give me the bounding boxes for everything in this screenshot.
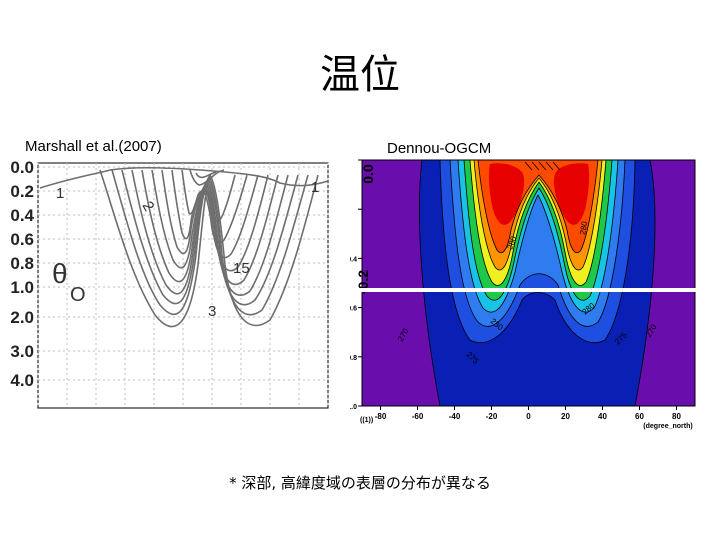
right-ytick-label: -1.0 — [350, 404, 357, 411]
left-ytick-label: 0.4 — [10, 206, 34, 225]
left-theta-symbol: θ — [52, 258, 68, 289]
slide-footnote: * 深部, 高緯度域の表層の分布が異なる — [229, 474, 491, 492]
left-chart-caption: Marshall et al.(2007) — [25, 138, 162, 155]
right-ytick-label: -0.6 — [350, 306, 357, 313]
left-ytick-label: 4.0 — [10, 371, 34, 390]
right-xtick-label: -20 — [486, 412, 498, 421]
left-contour-label-15: 15 — [233, 260, 250, 277]
slide-title: 温位 — [320, 52, 400, 98]
right-hatch-3 — [538, 161, 547, 171]
right-contour-line-9 — [477, 160, 599, 254]
right-xlabel: (degree_north) — [643, 423, 692, 430]
left-y-axis: 0.0 0.2 0.4 0.6 0.8 1.0 2.0 3.0 4.0 — [10, 158, 34, 390]
right-hatch-2 — [531, 161, 540, 171]
right-xtick-label: 40 — [598, 412, 607, 421]
left-contour-8 — [161, 169, 259, 259]
right-xtick-label: 0 — [526, 412, 531, 421]
left-contour-lines — [39, 166, 329, 328]
right-ylabel: ((1)) — [360, 417, 373, 424]
right-contour-line-4 — [449, 160, 626, 327]
right-contour-label-280-b: 280 — [578, 220, 589, 235]
left-contour-label-3: 3 — [208, 303, 216, 320]
right-contour-label-280-a: 280 — [505, 235, 518, 251]
right-xtick-label: -80 — [375, 412, 387, 421]
left-theta-subscript: O — [70, 284, 86, 306]
left-contour-9 — [171, 169, 248, 244]
left-contour-3 — [111, 169, 309, 316]
left-contour-label-1b: 1 — [311, 179, 319, 196]
marshall-contour-chart: 0.00.20.40.60.81.02.03.04.0 1 2 15 3 1 θ… — [10, 158, 329, 409]
dennou-ogcm-contour-chart: 280 280 280 275 275 270 270 280 -0.4-0.6… — [350, 159, 700, 430]
left-ytick-label: 0.2 — [10, 182, 34, 201]
right-xtick-label: -60 — [412, 412, 424, 421]
left-ytick-label: 0.8 — [10, 254, 34, 273]
right-big-ytick-top: 0.0 — [360, 164, 376, 184]
right-y-axis: -0.4 -0.6 -0.8 -1.0 — [350, 159, 362, 411]
right-filled-contours — [362, 160, 695, 406]
right-hatching — [524, 161, 561, 171]
right-big-ytick-overlay: -0.2 — [355, 270, 371, 294]
right-xtick-label: 20 — [561, 412, 570, 421]
right-ytick-label: -0.8 — [350, 355, 357, 362]
left-contour-10 — [181, 169, 236, 223]
right-band-red-west — [488, 163, 525, 225]
left-contour-12 — [195, 171, 217, 179]
right-contour-line-7 — [469, 160, 607, 286]
right-contour-line-5 — [457, 160, 619, 313]
right-ytick-label: -0.4 — [350, 256, 357, 263]
right-hatch-4 — [545, 161, 554, 171]
right-contour-line-1 — [419, 160, 441, 406]
left-contour-4 — [121, 169, 299, 306]
right-contour-line-8 — [473, 160, 603, 271]
right-chart-caption: Dennou-OGCM — [387, 140, 492, 157]
right-xtick-label: 60 — [635, 412, 644, 421]
right-xtick-label: 80 — [672, 412, 681, 421]
left-contour-11 — [189, 169, 225, 186]
left-ytick-label: 3.0 — [10, 342, 34, 361]
right-xtick-label: -40 — [449, 412, 461, 421]
left-ytick-label: 0.0 — [10, 158, 34, 177]
right-band-red-east — [553, 163, 590, 225]
right-contour-line-2 — [634, 160, 656, 406]
left-contour-label-1a: 1 — [56, 185, 64, 202]
left-ytick-label: 1.0 — [10, 278, 34, 297]
right-contour-lines — [419, 160, 656, 406]
left-contour-6 — [141, 169, 279, 286]
left-contour-1 — [39, 166, 329, 189]
left-ytick-label: 0.6 — [10, 230, 34, 249]
left-contour-7 — [151, 169, 269, 272]
left-ytick-label: 2.0 — [10, 308, 34, 327]
right-hatch-5 — [552, 161, 561, 171]
right-contour-line-3 — [439, 160, 636, 343]
right-hatch-1 — [524, 161, 533, 171]
right-x-axis: -80 -60 -40 -20 0 20 40 60 80 — [375, 406, 681, 421]
